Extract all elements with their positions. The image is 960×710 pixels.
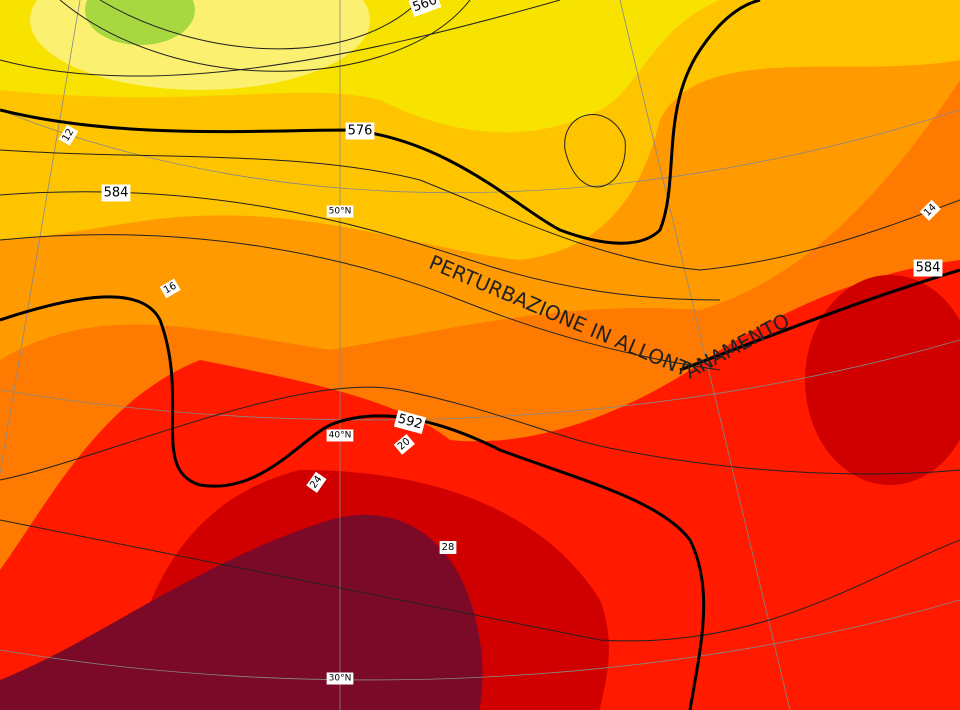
graticule <box>0 599 960 681</box>
maroon-area <box>0 514 483 710</box>
label-box <box>439 541 457 554</box>
contour <box>0 234 721 371</box>
label-box <box>58 124 79 146</box>
map-label: 50°N <box>326 205 354 218</box>
map-label: 30°N <box>326 672 354 685</box>
contour-576 <box>0 0 761 245</box>
map-label: 16 <box>159 278 181 299</box>
contour <box>99 0 421 50</box>
map-label: 20 <box>393 434 415 455</box>
contour <box>0 519 960 642</box>
contour <box>0 149 960 271</box>
label-box <box>913 259 943 277</box>
label-box <box>159 278 181 299</box>
map-label: 592 <box>393 410 427 434</box>
label-text: 40°N <box>329 431 352 441</box>
label-box <box>393 434 415 455</box>
label-box <box>393 410 427 434</box>
label-box <box>101 184 131 202</box>
label-text: 50°N <box>329 207 352 217</box>
label-text: 584 <box>916 261 941 276</box>
label-text: 28 <box>442 542 455 553</box>
map-label: 14 <box>919 199 941 221</box>
label-text: 592 <box>396 412 424 433</box>
contour-584 <box>679 268 960 372</box>
map-label: 24 <box>306 471 327 493</box>
map-label: 12 <box>58 124 79 146</box>
label-text: 584 <box>104 186 129 201</box>
label-box <box>306 471 327 493</box>
contour <box>59 0 471 72</box>
label-text: 30°N <box>329 674 352 684</box>
contour <box>0 0 561 77</box>
label-box <box>326 429 354 442</box>
graticule <box>0 0 81 476</box>
dark-red-area <box>805 275 960 485</box>
graticule <box>0 109 960 194</box>
map-label: 28 <box>439 541 457 554</box>
label-box <box>326 205 354 218</box>
contour <box>0 191 721 301</box>
label-box <box>919 199 941 221</box>
label-box <box>408 0 442 17</box>
graticule <box>619 0 791 710</box>
label-box <box>326 672 354 685</box>
contour-592 <box>0 295 706 710</box>
map-label: 40°N <box>326 429 354 442</box>
graticule <box>0 339 960 421</box>
contour <box>0 386 960 481</box>
contour <box>564 114 626 188</box>
label-text: 576 <box>348 124 373 139</box>
label-box <box>345 122 375 140</box>
map-label: 576 <box>345 122 375 140</box>
map-label: 584 <box>913 259 943 277</box>
map-label: 584 <box>101 184 131 202</box>
